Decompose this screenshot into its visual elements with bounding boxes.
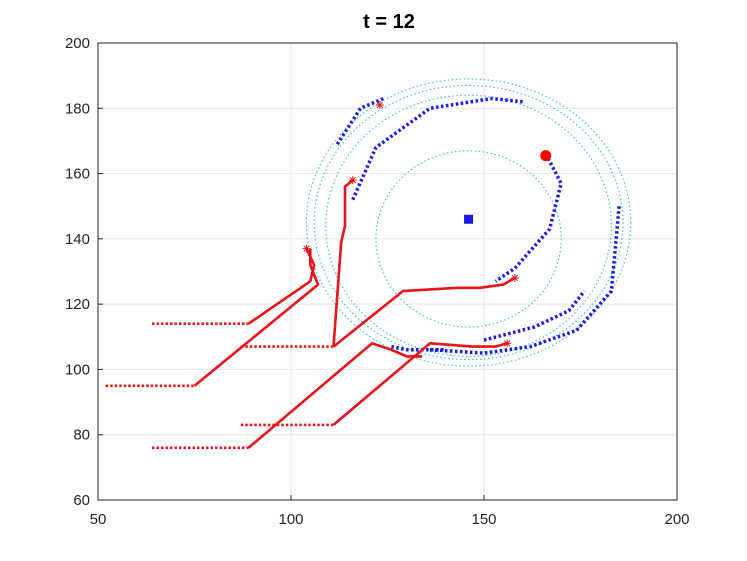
grid (97, 42, 678, 501)
asterisk-stroke (303, 245, 310, 252)
orbit-path (429, 206, 621, 355)
trajectories (193, 179, 516, 449)
trajectory-line (332, 179, 354, 347)
y-tick-label: 200 (65, 35, 90, 52)
asterisk-stroke (504, 340, 511, 347)
guide-circle (313, 84, 624, 361)
orbit-path (391, 344, 446, 352)
y-tick-label: 160 (65, 166, 90, 183)
orbit-path (351, 96, 523, 201)
orbit-paths (335, 96, 621, 355)
y-tick-label: 60 (73, 492, 90, 509)
target-circle-marker (540, 150, 552, 162)
asterisk-marker (348, 176, 357, 185)
plot-area (97, 42, 678, 501)
asterisk-stroke (511, 274, 519, 282)
axes-background (98, 43, 677, 500)
asterisk-marker (510, 274, 519, 283)
x-tick-label: 150 (471, 511, 496, 528)
y-tick-label: 100 (65, 361, 90, 378)
trajectory-line (332, 341, 508, 426)
x-tick-label: 100 (278, 511, 303, 528)
axes-frame (97, 42, 678, 501)
trajectory-line (247, 341, 423, 449)
orbit-guide-circles (305, 78, 632, 367)
guide-circle (305, 78, 632, 367)
chart-title: t = 12 (363, 11, 415, 33)
y-tick-label: 140 (65, 231, 90, 248)
guide-circle (325, 94, 612, 357)
asterisk-marker (302, 244, 311, 253)
orbit-path (494, 153, 563, 283)
center-square-marker (464, 214, 474, 224)
markers (302, 101, 552, 348)
x-tick-label: 50 (90, 511, 107, 528)
y-tick-label: 80 (73, 427, 90, 444)
asterisk-stroke (376, 101, 383, 109)
asterisk-marker (375, 101, 384, 110)
orbit-path (483, 290, 586, 342)
asterisk-marker (503, 339, 512, 348)
tick-labels: 50 100 150 200 60 80 100 120 140 160 180 200 (65, 35, 690, 528)
approach-segments (105, 322, 334, 450)
x-tick-label: 200 (664, 511, 689, 528)
guide-circle (375, 150, 562, 328)
y-tick-label: 180 (65, 100, 90, 117)
y-tick-label: 120 (65, 296, 90, 313)
trajectory-line (332, 276, 516, 348)
trajectory-line (193, 248, 320, 387)
asterisk-stroke (349, 176, 356, 184)
